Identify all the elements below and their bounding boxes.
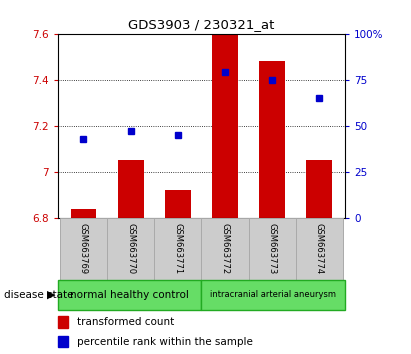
Bar (60, 218, 107, 280)
Bar (201, 218, 249, 280)
Bar (154, 218, 201, 280)
Bar (212, 35, 238, 218)
Bar (58, 280, 201, 310)
Text: transformed count: transformed count (77, 317, 174, 327)
Bar (58, 336, 68, 347)
Text: percentile rank within the sample: percentile rank within the sample (77, 337, 253, 347)
Bar (58, 316, 68, 328)
Bar (107, 218, 154, 280)
Bar (201, 280, 345, 310)
Text: GSM663773: GSM663773 (268, 223, 277, 274)
Bar (296, 218, 343, 280)
Bar (306, 160, 332, 218)
Bar (249, 218, 296, 280)
Bar (71, 209, 97, 218)
Text: ▶: ▶ (47, 290, 56, 300)
Text: intracranial arterial aneurysm: intracranial arterial aneurysm (210, 290, 336, 299)
Text: GSM663774: GSM663774 (315, 223, 324, 274)
Text: GSM663769: GSM663769 (79, 223, 88, 274)
Title: GDS3903 / 230321_at: GDS3903 / 230321_at (128, 18, 275, 31)
Bar (118, 160, 143, 218)
Bar (259, 61, 285, 218)
Text: GSM663772: GSM663772 (220, 223, 229, 274)
Text: GSM663770: GSM663770 (126, 223, 135, 274)
Bar (165, 190, 191, 218)
Text: disease state: disease state (4, 290, 74, 300)
Text: GSM663771: GSM663771 (173, 223, 182, 274)
Text: normal healthy control: normal healthy control (70, 290, 189, 300)
